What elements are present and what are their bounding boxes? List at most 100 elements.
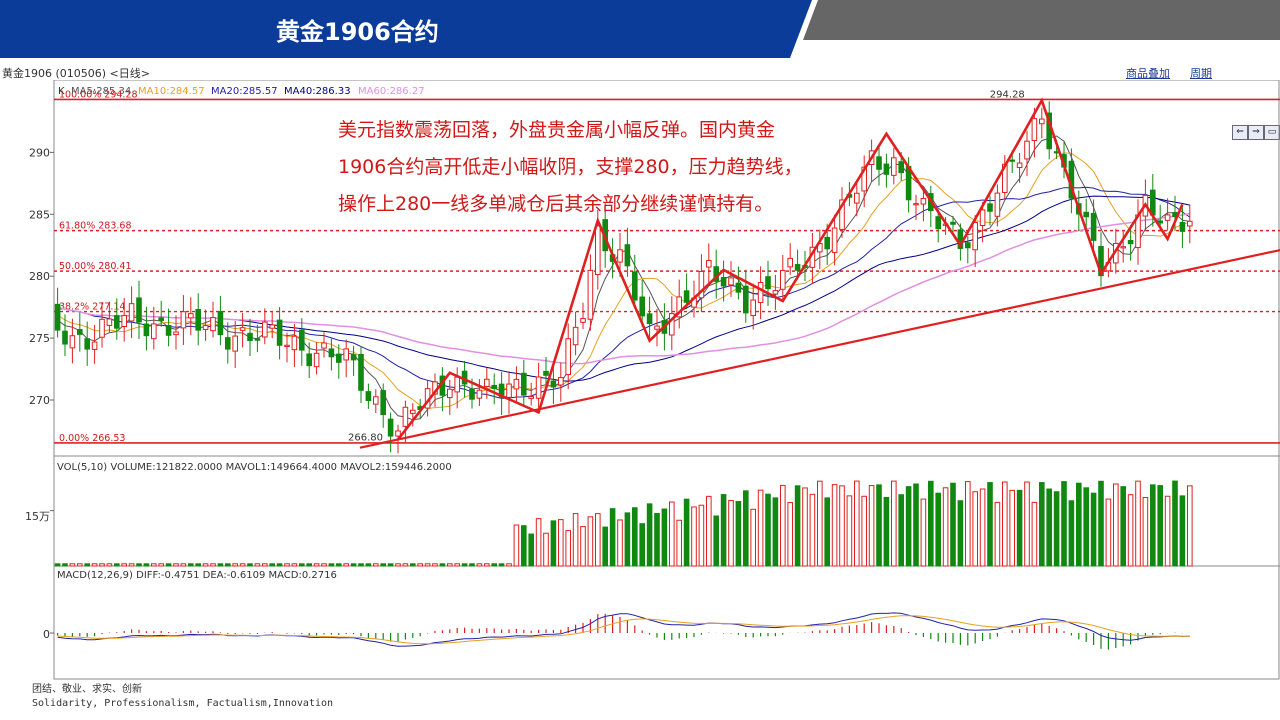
candle-body <box>979 209 986 227</box>
candle-body <box>254 338 261 341</box>
nav-left-icon[interactable]: ⇐ <box>1232 125 1248 140</box>
instrument-label: 黄金1906 (010506) <日线> <box>2 67 150 80</box>
candle-body <box>646 313 653 325</box>
candle-body <box>787 257 794 268</box>
volume-bar <box>698 504 705 567</box>
candle-body <box>143 323 150 337</box>
volume-bar <box>565 530 572 567</box>
volume-bar <box>809 493 816 567</box>
volume-bar <box>1113 483 1119 567</box>
trend-drawings: 294.28 266.80 <box>348 89 1280 449</box>
header-gray-band <box>803 0 1280 40</box>
candle-body <box>476 389 483 399</box>
volume-bar <box>987 482 993 567</box>
volume-bar <box>1179 495 1186 567</box>
nav-zoom-icon[interactable]: ▭ <box>1264 125 1280 140</box>
volume-bar <box>143 563 150 567</box>
candle-body <box>62 330 68 345</box>
volume-bar <box>210 563 216 567</box>
candle-body <box>1120 246 1127 249</box>
volume-bar <box>1157 485 1164 567</box>
volume-bar <box>232 563 238 567</box>
volume-bar <box>1142 496 1149 567</box>
volume-bar <box>580 526 586 567</box>
volume-bar <box>225 563 231 567</box>
candle-body <box>84 338 91 350</box>
candle-body <box>854 192 860 204</box>
volume-tick-15w: 15万 <box>25 510 50 523</box>
volume-bar <box>1164 495 1171 567</box>
volume-bar <box>528 533 535 567</box>
volume-bar <box>624 512 631 567</box>
candle-body <box>239 327 246 331</box>
volume-bar <box>247 563 253 567</box>
candle-body <box>69 335 76 349</box>
volume-bar <box>676 519 683 567</box>
volume-bar <box>365 563 372 567</box>
page-title: 黄金1906合约 <box>276 18 439 46</box>
ma60-line <box>57 212 1190 365</box>
volume-bar <box>1187 485 1193 567</box>
fib-level-label: 0.00% 266.53 <box>59 433 125 444</box>
volume-bar <box>69 563 76 567</box>
candle-body <box>772 290 779 295</box>
candle-body <box>1024 140 1030 160</box>
volume-bar <box>691 506 697 567</box>
overlay-button[interactable]: 商品叠加 <box>1126 67 1170 80</box>
volume-bar <box>928 480 934 567</box>
volume-bar <box>942 487 949 567</box>
candle-body <box>898 161 905 174</box>
volume-bar <box>54 563 61 567</box>
price-tick-label: 270 <box>29 394 50 407</box>
ma40-label: MA40:286.33 <box>284 86 351 97</box>
volume-bar <box>128 563 135 567</box>
candle-body <box>920 197 927 205</box>
candle-body <box>498 383 505 399</box>
candle-body <box>114 315 120 329</box>
volume-bar <box>62 563 68 567</box>
candle-body <box>950 221 956 225</box>
volume-bar <box>254 563 261 567</box>
candle-body <box>343 348 349 361</box>
candle-body <box>136 297 142 323</box>
volume-bar <box>957 500 964 567</box>
period-button[interactable]: 周期 <box>1190 67 1212 80</box>
volume-bar <box>1016 489 1023 567</box>
volume-bar <box>99 563 105 567</box>
candle-body <box>639 296 646 317</box>
volume-bar <box>513 524 520 567</box>
volume-bar <box>498 563 505 567</box>
candle-body <box>883 163 890 175</box>
candle-body <box>262 321 268 338</box>
fib-level-label: 50.00% 280.41 <box>59 261 131 272</box>
volume-bar <box>1098 480 1104 567</box>
volume-bar <box>165 563 172 567</box>
support-trend-line <box>359 248 1280 449</box>
candle-body <box>77 329 83 335</box>
volume-bar <box>410 563 416 567</box>
candle-body <box>558 377 564 386</box>
volume-bar <box>506 563 512 567</box>
candle-body <box>506 383 512 398</box>
candle-body <box>617 249 623 263</box>
volume-bar <box>106 563 113 567</box>
nav-right-icon[interactable]: ⇒ <box>1248 125 1264 140</box>
slide-header: 黄金1906合约 <box>0 0 1280 58</box>
volume-bar <box>979 488 986 567</box>
volume-bar <box>543 532 549 567</box>
candle-body <box>202 325 209 330</box>
volume-bar <box>202 563 209 567</box>
volume-bar <box>1135 480 1141 567</box>
candle-body <box>913 203 919 206</box>
candle-body <box>299 329 305 351</box>
price-tick-label: 285 <box>29 208 50 221</box>
candle-body <box>54 303 61 331</box>
annotation-line-1: 美元指数震荡回落，外盘贵金属小幅反弹。国内黄金 <box>338 119 776 141</box>
candle-body <box>188 313 194 319</box>
candle-body <box>513 378 520 390</box>
candle-body <box>402 406 409 427</box>
volume-bar <box>491 563 497 567</box>
volume-bar <box>883 496 890 567</box>
volume-bar <box>1150 484 1156 567</box>
candle-body <box>876 156 882 170</box>
